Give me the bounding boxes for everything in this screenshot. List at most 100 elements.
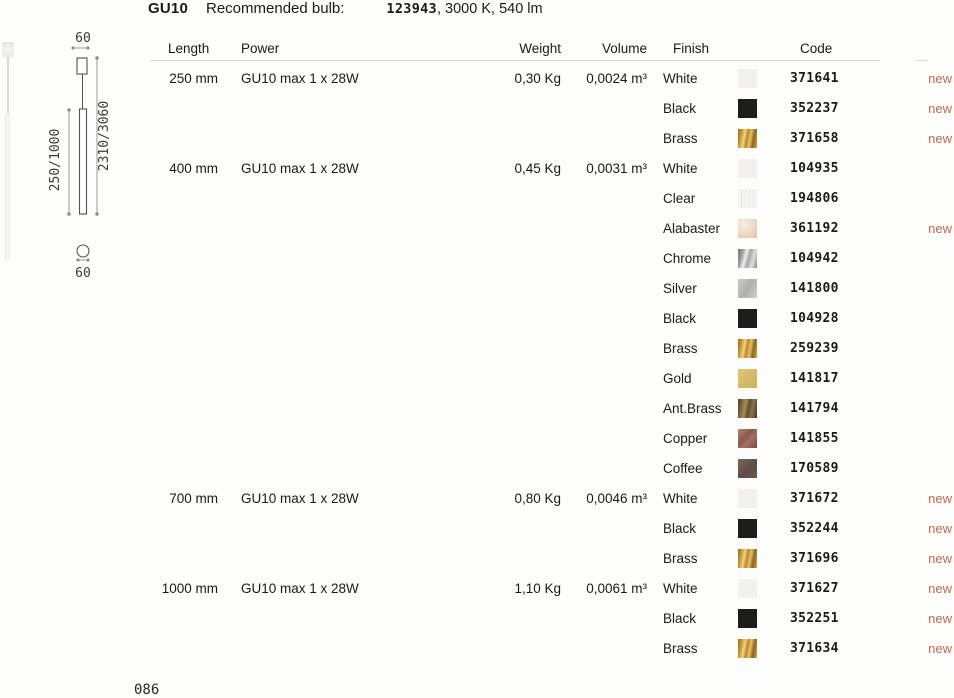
table-row: Black 104928 (148, 304, 954, 334)
table-row: Chrome 104942 (148, 244, 954, 274)
brass-finish-swatch (738, 549, 757, 568)
product-code: 141794 (790, 401, 839, 416)
table-row: Copper 141855 (148, 424, 954, 454)
black-finish-swatch (738, 519, 757, 538)
new-badge: new (928, 551, 952, 566)
new-badge: new (928, 101, 952, 116)
weight-value: 0,30 Kg (514, 71, 561, 86)
volume-value: 0,0024 m³ (586, 71, 647, 86)
white-finish-swatch (738, 489, 757, 508)
table-row: Brass 371696 new (148, 544, 954, 574)
product-code: 371658 (790, 131, 839, 146)
finish-name: Copper (663, 431, 708, 446)
finish-name: Black (663, 521, 697, 536)
dim-canopy-width: 60 (75, 31, 91, 46)
product-code: 352244 (790, 521, 839, 536)
header-code: Code (800, 41, 833, 56)
volume-value: 0,0061 m³ (586, 581, 647, 596)
brass-finish-swatch (738, 339, 757, 358)
photo-tube (5, 114, 10, 261)
table-row: Brass 371658 new (148, 124, 954, 154)
recommended-bulb-code: 123943 (386, 1, 437, 17)
white-finish-swatch (738, 69, 757, 88)
product-code: 371627 (790, 581, 839, 596)
brass-finish-swatch (738, 129, 757, 148)
table-row: Ant.Brass 141794 (148, 394, 954, 424)
product-code: 194806 (790, 191, 839, 206)
page-number: 086 (134, 682, 160, 698)
volume-value: 0,0046 m³ (586, 491, 647, 506)
table-row: 400 mm GU10 max 1 x 28W 0,45 Kg 0,0031 m³ Wh… (148, 154, 954, 184)
table-row: Brass 259239 (148, 334, 954, 364)
table-row: Clear 194806 (148, 184, 954, 214)
finish-name: Coffee (663, 461, 703, 476)
new-badge: new (928, 131, 952, 146)
table-header-row: Length Power Weight Volume Finish Code (148, 38, 954, 61)
product-code: 141817 (790, 371, 839, 386)
finish-name: White (663, 491, 698, 506)
length-value: 700 mm (169, 491, 218, 506)
white-finish-swatch (738, 159, 757, 178)
photo-canopy (2, 42, 14, 57)
page-header: GU10 Recommended bulb: 123943 , 3000 K, … (148, 0, 543, 20)
product-code: 352237 (790, 101, 839, 116)
finish-name: White (663, 71, 698, 86)
table-row: 250 mm GU10 max 1 x 28W 0,30 Kg 0,0024 m³ Wh… (148, 64, 954, 94)
finish-name: White (663, 581, 698, 596)
gold-finish-swatch (738, 369, 757, 388)
product-code: 141800 (790, 281, 839, 296)
header-rule-new-column (915, 60, 928, 61)
white-finish-swatch (738, 579, 757, 598)
table-row: Alabaster 361192 new (148, 214, 954, 244)
table-row: Black 352244 new (148, 514, 954, 544)
volume-value: 0,0031 m³ (586, 161, 647, 176)
drawing-tube (78, 108, 88, 215)
header-weight: Weight (519, 41, 561, 56)
length-value: 1000 mm (161, 581, 218, 596)
product-series: GU10 (148, 0, 188, 17)
table-body: 250 mm GU10 max 1 x 28W 0,30 Kg 0,0024 m³ Wh… (148, 64, 954, 664)
new-badge: new (928, 611, 952, 626)
finish-name: Black (663, 311, 697, 326)
dim-rod-length: 250/1000 (48, 129, 63, 192)
coffee-finish-swatch (738, 459, 757, 478)
product-code: 259239 (790, 341, 839, 356)
antbrass-finish-swatch (738, 399, 757, 418)
drawing-tube-section (76, 244, 90, 258)
dim-overall-length: 2310/3060 (97, 101, 112, 171)
table-row: Black 352237 new (148, 94, 954, 124)
alabaster-finish-swatch (738, 219, 757, 238)
silver-finish-swatch (738, 279, 757, 298)
finish-name: Gold (663, 371, 692, 386)
recommended-bulb-label: Recommended bulb: (206, 0, 345, 17)
spec-table: Length Power Weight Volume Finish Code 2… (148, 38, 954, 664)
product-code: 104935 (790, 161, 839, 176)
dim-tube-diameter: 60 (75, 266, 91, 281)
chrome-finish-swatch (738, 249, 757, 268)
weight-value: 0,80 Kg (514, 491, 561, 506)
new-badge: new (928, 641, 952, 656)
product-code: 371696 (790, 551, 839, 566)
weight-value: 0,45 Kg (514, 161, 561, 176)
table-row: Silver 141800 (148, 274, 954, 304)
product-code: 141855 (790, 431, 839, 446)
length-value: 400 mm (169, 161, 218, 176)
table-row: 1000 mm GU10 max 1 x 28W 1,10 Kg 0,0061 m³ W… (148, 574, 954, 604)
drawing-canopy (76, 57, 88, 75)
power-value: GU10 max 1 x 28W (241, 71, 359, 86)
header-power: Power (241, 41, 280, 56)
new-badge: new (928, 221, 952, 236)
product-code: 371672 (790, 491, 839, 506)
power-value: GU10 max 1 x 28W (241, 161, 359, 176)
finish-name: Brass (663, 641, 698, 656)
header-rule (150, 60, 880, 61)
table-row: Gold 141817 (148, 364, 954, 394)
new-badge: new (928, 491, 952, 506)
product-code: 371641 (790, 71, 839, 86)
black-finish-swatch (738, 99, 757, 118)
table-row: Coffee 170589 (148, 454, 954, 484)
table-row: Brass 371634 new (148, 634, 954, 664)
product-code: 170589 (790, 461, 839, 476)
finish-name: Brass (663, 341, 698, 356)
table-row: 700 mm GU10 max 1 x 28W 0,80 Kg 0,0046 m³ Wh… (148, 484, 954, 514)
